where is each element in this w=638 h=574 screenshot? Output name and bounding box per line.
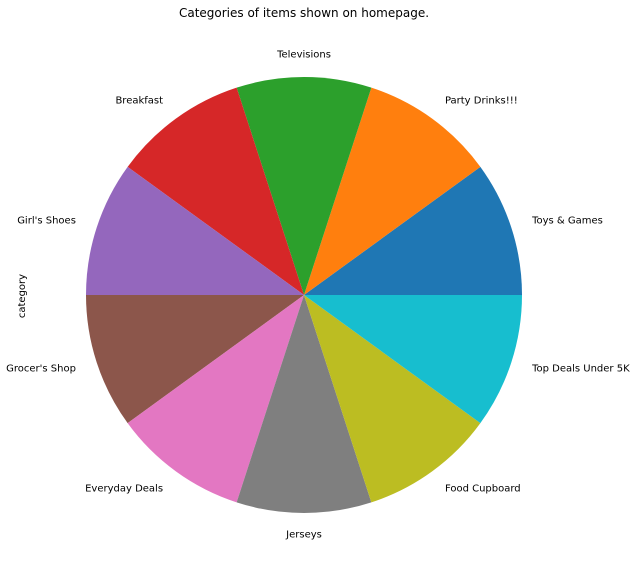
- pie-slice-3: [127, 87, 304, 295]
- pie-label-9: Top Deals Under 5K: [531, 364, 630, 375]
- pie-slices: [86, 77, 522, 513]
- pie-label-3: Breakfast: [115, 95, 163, 106]
- pie-slice-5: [86, 295, 304, 424]
- pie-label-0: Toys & Games: [531, 215, 603, 226]
- chart-title: Categories of items shown on homepage.: [179, 6, 429, 20]
- pie-slice-8: [304, 295, 481, 503]
- pie-label-1: Party Drinks!!!: [445, 95, 518, 106]
- pie-labels: Toys & Games Party Drinks!!! Televisions Br…: [6, 50, 630, 541]
- pie-slice-7: [236, 295, 372, 513]
- y-axis-label: category: [17, 274, 28, 318]
- pie-slice-9: [304, 295, 522, 424]
- pie-slice-1: [304, 87, 481, 295]
- pie-label-2: Televisions: [276, 50, 331, 61]
- pie-label-6: Everyday Deals: [85, 484, 163, 495]
- pie-label-7: Jerseys: [285, 529, 322, 540]
- pie-slice-0: [304, 166, 522, 295]
- pie-label-8: Food Cupboard: [445, 484, 521, 495]
- pie-slice-4: [86, 166, 304, 295]
- pie-label-5: Grocer's Shop: [6, 364, 76, 375]
- pie-slice-6: [127, 295, 304, 503]
- pie-label-4: Girl's Shoes: [17, 215, 76, 226]
- pie-slice-2: [236, 77, 372, 296]
